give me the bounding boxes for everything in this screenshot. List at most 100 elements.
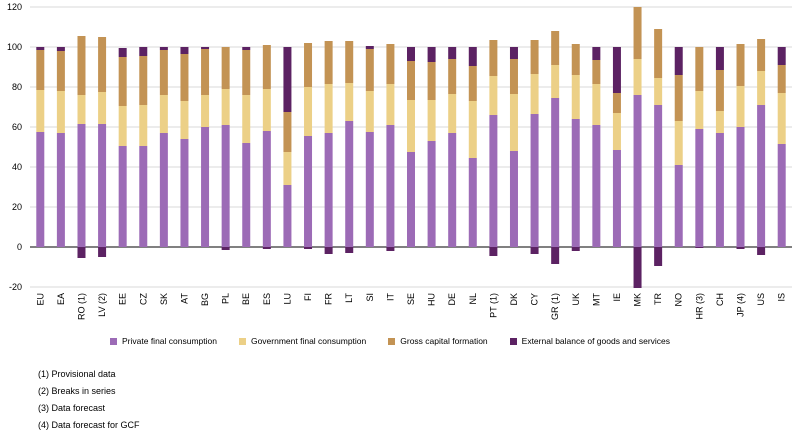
bar-government xyxy=(345,83,354,121)
bar-private xyxy=(304,136,313,247)
bar-government xyxy=(509,94,518,151)
bar-private xyxy=(324,133,333,247)
x-category-label: CY xyxy=(530,293,540,306)
x-category-label: JP (4) xyxy=(736,293,746,317)
bar-external xyxy=(221,247,230,250)
bar-gcf xyxy=(180,54,189,101)
x-category-label: IS xyxy=(777,293,787,302)
legend-label-private: Private final consumption xyxy=(122,336,217,346)
bar-private xyxy=(365,132,374,247)
y-tick-label: 0 xyxy=(17,242,22,252)
bar-external xyxy=(56,47,65,51)
bar-gcf xyxy=(283,112,292,152)
legend-label-external: External balance of goods and services xyxy=(521,336,671,346)
bar-government xyxy=(139,105,148,146)
bar-gcf xyxy=(407,61,415,100)
footnote: (1) Provisional data xyxy=(38,369,116,379)
legend-swatch-private xyxy=(110,337,117,345)
bar-government xyxy=(571,75,580,119)
bar-external xyxy=(468,47,477,66)
x-category-label: UK xyxy=(571,293,581,306)
bar-external xyxy=(98,247,107,257)
bar-government xyxy=(427,100,436,141)
bar-government xyxy=(365,91,374,132)
footnote: (2) Breaks in series xyxy=(38,386,116,396)
y-tick-label: 100 xyxy=(7,42,22,52)
bar-external xyxy=(365,46,374,49)
bar-private xyxy=(551,98,560,247)
bar-gcf xyxy=(98,37,107,92)
legend-swatch-government xyxy=(238,337,246,345)
bar-government xyxy=(77,95,86,124)
bar-external xyxy=(139,47,148,56)
bar-gcf xyxy=(612,93,621,113)
bar-government xyxy=(407,100,415,152)
bar-external xyxy=(180,47,189,54)
x-category-label: LU xyxy=(282,293,292,305)
x-category-label: TR xyxy=(653,293,663,305)
legend-item-external: External balance of goods and services xyxy=(509,336,671,346)
x-category-label: SE xyxy=(406,293,416,305)
bar-gcf xyxy=(118,57,127,106)
bar-government xyxy=(304,87,313,136)
bar-external xyxy=(777,47,786,65)
legend-item-gcf: Gross capital formation xyxy=(388,336,488,346)
x-category-label: PT (1) xyxy=(488,293,498,318)
x-category-label: EE xyxy=(118,293,128,305)
bar-government xyxy=(654,78,663,105)
x-category-label: MT xyxy=(591,293,601,306)
y-axis-ticks: -20 0 20 40 60 80 100 120 xyxy=(7,2,22,292)
bar-external xyxy=(345,247,354,253)
y-tick-label: 60 xyxy=(12,122,22,132)
bar-government xyxy=(736,86,745,127)
x-category-label: PL xyxy=(221,293,231,304)
bar-gcf xyxy=(448,59,457,94)
bar-private xyxy=(530,114,539,247)
x-category-label: HR (3) xyxy=(694,293,704,320)
bar-external xyxy=(695,247,704,248)
bar-government xyxy=(489,76,498,115)
bar-government xyxy=(633,59,642,95)
bar-gcf xyxy=(365,49,374,91)
x-category-label: BE xyxy=(241,293,251,305)
bar-gcf xyxy=(262,45,271,89)
bar-gcf xyxy=(715,70,724,111)
bar-government xyxy=(159,95,168,133)
x-category-label: SI xyxy=(365,293,375,302)
bar-external xyxy=(407,47,415,61)
bar-government xyxy=(592,84,601,125)
bar-private xyxy=(427,141,436,247)
bar-private xyxy=(695,129,704,247)
x-category-label: HU xyxy=(427,293,437,306)
bar-external xyxy=(654,247,663,266)
bar-gcf xyxy=(509,59,518,94)
bar-gcf xyxy=(242,50,251,95)
bars xyxy=(36,7,786,288)
bar-private xyxy=(98,124,107,247)
legend-swatch-gcf xyxy=(388,337,396,345)
bar-government xyxy=(551,65,560,98)
bar-external xyxy=(448,47,457,59)
bar-private xyxy=(242,143,251,247)
bar-private xyxy=(262,131,271,247)
bar-gcf xyxy=(221,47,230,89)
x-category-label: SK xyxy=(159,293,169,305)
x-category-label: AT xyxy=(179,293,189,304)
bar-gcf xyxy=(36,50,45,90)
bar-private xyxy=(180,139,189,247)
bar-government xyxy=(695,91,704,129)
x-category-label: ES xyxy=(262,293,272,305)
legend-item-private: Private final consumption xyxy=(110,336,217,346)
bar-government xyxy=(674,121,683,165)
bar-external xyxy=(262,247,271,249)
bar-external xyxy=(715,47,724,70)
bar-private xyxy=(654,105,663,247)
bar-gcf xyxy=(159,50,168,95)
bar-private xyxy=(159,133,168,247)
y-tick-label: 20 xyxy=(12,202,22,212)
x-category-label: GR (1) xyxy=(550,293,560,320)
bar-external xyxy=(592,47,601,60)
bar-gcf xyxy=(592,60,601,84)
x-category-label: NO xyxy=(674,293,684,307)
x-category-label: IE xyxy=(612,293,622,302)
